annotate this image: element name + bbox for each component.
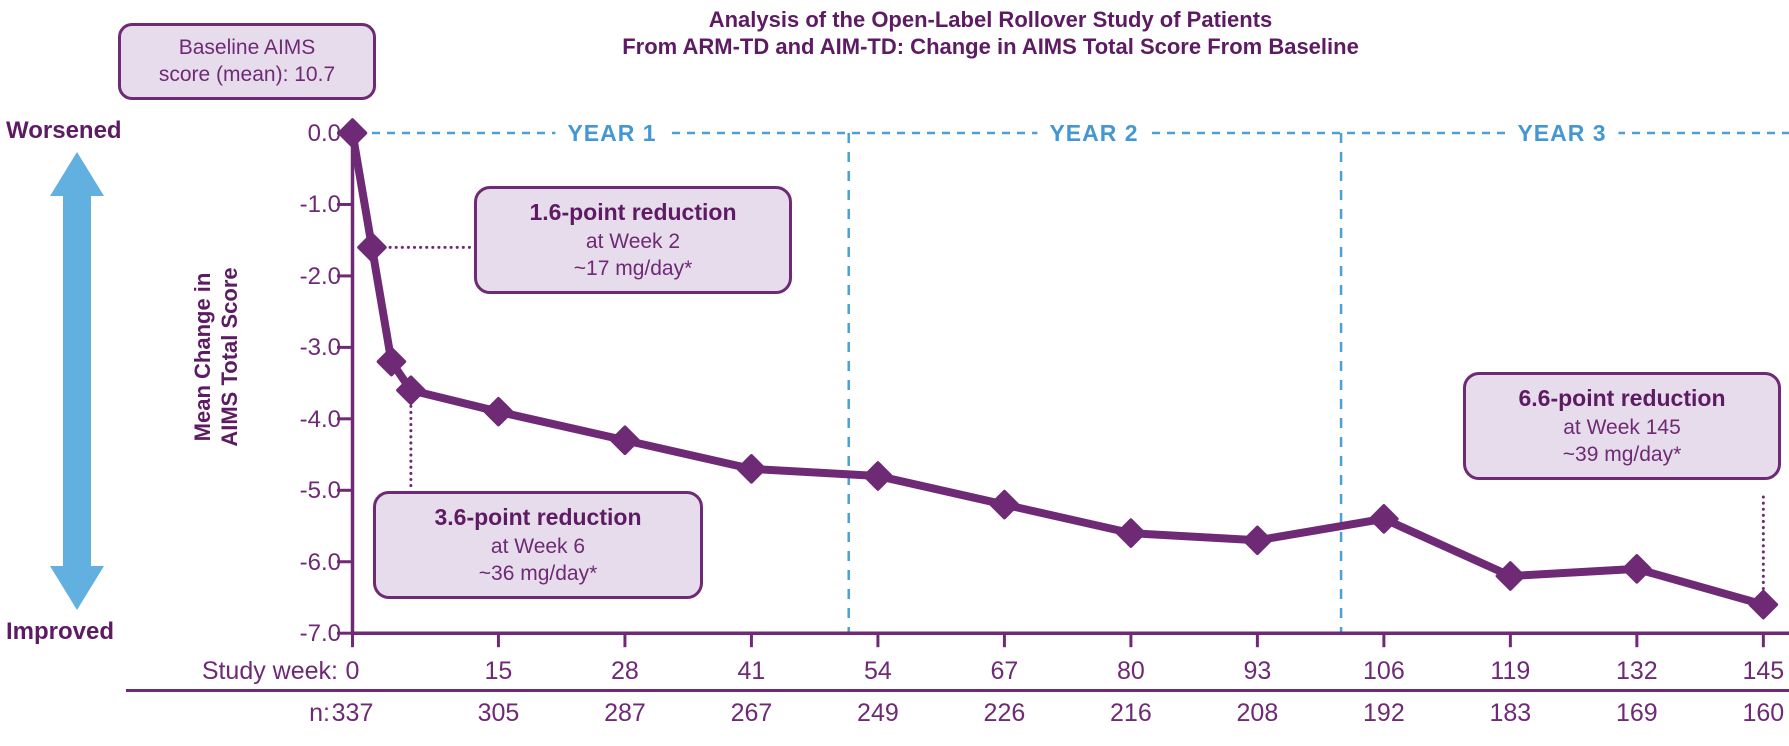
annotation-week6-line3: ~36 mg/day* [478,562,598,586]
y-tick-label: -2.0 [299,262,341,290]
y-tick-label: -6.0 [299,548,341,576]
annotation-week2-line2: at Week 2 [585,229,681,253]
n-value: 208 [1236,699,1279,727]
study-week-value: 41 [737,657,766,685]
baseline-callout-line1: Baseline AIMS [178,36,316,59]
year-label-2: YEAR 2 [1037,120,1151,147]
study-week-value: 15 [484,657,513,685]
year-label-1: YEAR 1 [555,120,669,147]
n-value: 337 [331,699,374,727]
annotation-week6: 3.6-point reduction at Week 6 ~36 mg/day… [373,491,703,600]
study-week-value: 119 [1490,657,1531,685]
data-point-week-54 [863,461,893,491]
n-value: 287 [604,699,646,727]
study-week-value: 145 [1742,657,1785,685]
data-point-week-119 [1495,561,1526,591]
n-row-separator [126,689,1789,692]
data-point-week-132 [1622,554,1652,584]
annotation-week145-line1: 6.6-point reduction [1518,385,1726,411]
y-tick-label: -5.0 [299,477,341,505]
annotation-week6-line2: at Week 6 [490,534,586,558]
data-point-week-80 [1116,518,1146,548]
chart-title-line2: From ARM-TD and AIM-TD: Change in AIMS T… [622,34,1359,60]
annotation-week2-line3: ~17 mg/day* [573,257,693,281]
study-week-value: 54 [864,657,892,685]
y-tick-label: 0.0 [307,120,341,147]
chart-title-line1: Analysis of the Open-Label Rollover Stud… [708,7,1273,32]
annotation-week2: 1.6-point reduction at Week 2 ~17 mg/day… [474,186,792,295]
data-point-week-0 [337,118,368,148]
n-value: 160 [1742,699,1785,727]
worsened-improved-arrow [50,152,104,610]
year-label-3: YEAR 3 [1505,120,1619,147]
n-value: 192 [1363,699,1405,727]
data-point-week-41 [736,454,767,484]
y-tick-label: -4.0 [299,405,341,433]
annotation-week2-line1: 1.6-point reduction [529,199,737,225]
y-axis-title-line1: Mean Change in [190,272,215,442]
data-point-week-2 [357,232,387,263]
data-point-week-4 [376,346,407,377]
n-value: 183 [1489,699,1532,727]
study-week-value: 93 [1243,657,1272,685]
n-value: 216 [1110,699,1152,727]
annotation-week145-line3: ~39 mg/day* [1562,443,1682,467]
study-week-value: 132 [1616,657,1658,685]
baseline-callout-line2: score (mean): 10.7 [158,63,336,87]
study-week-value: 106 [1363,657,1405,685]
data-point-week-145 [1748,589,1779,620]
baseline-score-callout: Baseline AIMS score (mean): 10.7 [118,23,376,100]
y-tick-label: -1.0 [299,191,341,219]
data-point-week-93 [1242,525,1273,556]
improved-label: Improved [6,618,115,645]
y-tick-label: -3.0 [299,334,341,362]
data-point-week-106 [1369,504,1399,534]
y-tick-label: -7.0 [299,620,341,648]
y-axis-title-line2: AIMS Total Score [217,267,242,447]
annotation-week6-line1: 3.6-point reduction [434,504,642,530]
data-point-week-67 [989,489,1020,520]
n-value: 305 [477,699,520,727]
n-value: 226 [983,699,1026,727]
data-point-week-15 [483,396,514,427]
annotation-week145-line2: at Week 145 [1563,415,1681,439]
n-value: 169 [1616,699,1658,727]
study-week-value: 0 [345,657,360,685]
n-row-label: n: [309,699,330,727]
annotation-week145: 6.6-point reduction at Week 145 ~39 mg/d… [1463,372,1781,481]
data-point-week-6 [396,375,426,405]
n-value: 267 [730,699,773,727]
n-value: 249 [857,699,899,727]
study-week-value: 28 [611,657,639,685]
study-week-value: 67 [990,657,1019,685]
data-point-week-28 [610,425,640,456]
study-week-value: 80 [1116,657,1145,685]
chart-title: Analysis of the Open-Label Rollover Stud… [192,6,1789,61]
study-week-row-label: Study week: [201,657,338,685]
y-axis-title: Mean Change in AIMS Total Score [189,177,245,537]
worsened-label: Worsened [6,117,122,144]
